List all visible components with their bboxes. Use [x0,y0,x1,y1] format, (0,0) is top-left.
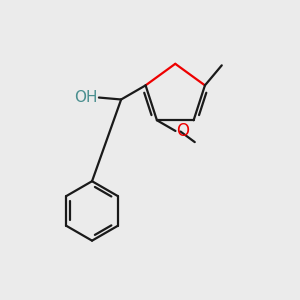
Text: OH: OH [74,90,98,105]
Text: O: O [176,122,189,140]
